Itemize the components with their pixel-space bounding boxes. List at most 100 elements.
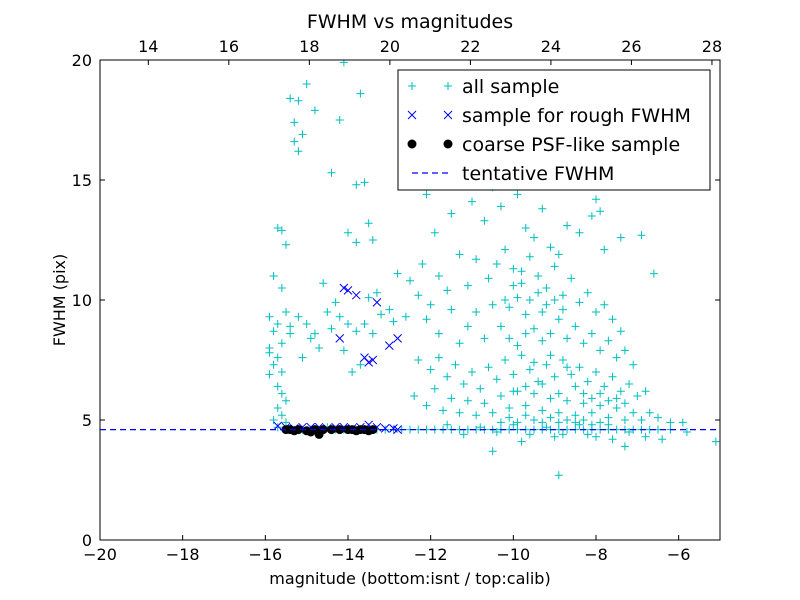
data-point bbox=[344, 228, 352, 237]
data-point bbox=[517, 267, 526, 276]
data-point bbox=[352, 327, 361, 336]
data-point bbox=[443, 420, 452, 429]
data-point bbox=[554, 389, 563, 398]
data-point bbox=[571, 322, 580, 331]
data-point bbox=[343, 286, 353, 295]
top-x-tick-label: 24 bbox=[541, 37, 561, 56]
data-point bbox=[339, 60, 348, 67]
data-point bbox=[554, 418, 563, 427]
legend-label: tentative FWHM bbox=[462, 163, 614, 185]
top-x-tick-label: 18 bbox=[299, 37, 319, 56]
data-point bbox=[538, 418, 547, 427]
data-point bbox=[546, 243, 555, 252]
data-point bbox=[286, 322, 295, 331]
x-tick-label: −12 bbox=[414, 545, 448, 564]
legend-item-all-sample: all sample bbox=[408, 76, 559, 98]
data-point bbox=[459, 380, 468, 388]
top-x-tick-label: 26 bbox=[621, 37, 641, 56]
data-point bbox=[620, 399, 629, 408]
data-point bbox=[265, 370, 274, 379]
data-point bbox=[625, 428, 634, 436]
data-point bbox=[592, 432, 600, 441]
data-point bbox=[579, 399, 588, 408]
data-point bbox=[335, 312, 344, 321]
data-point bbox=[629, 408, 638, 417]
x-tick-label: −18 bbox=[166, 545, 200, 564]
data-point bbox=[567, 370, 576, 379]
data-point bbox=[563, 396, 572, 405]
data-point bbox=[476, 384, 485, 393]
data-point bbox=[273, 423, 282, 432]
data-point bbox=[517, 437, 526, 446]
data-point bbox=[571, 418, 580, 427]
data-point bbox=[513, 293, 522, 302]
data-point bbox=[509, 370, 518, 379]
data-point bbox=[443, 286, 452, 295]
data-point bbox=[364, 358, 374, 367]
data-point bbox=[596, 389, 605, 398]
data-point bbox=[323, 308, 332, 316]
data-point bbox=[604, 336, 613, 345]
data-point bbox=[509, 281, 518, 290]
data-point bbox=[530, 233, 538, 242]
data-point bbox=[426, 300, 435, 309]
data-point bbox=[592, 195, 600, 204]
data-point bbox=[604, 396, 613, 405]
data-point bbox=[277, 226, 286, 235]
data-point bbox=[488, 447, 497, 456]
data-point bbox=[290, 118, 299, 127]
data-point bbox=[273, 421, 283, 431]
data-point bbox=[620, 416, 629, 424]
data-point bbox=[525, 430, 534, 439]
x-tick-label: −14 bbox=[331, 545, 365, 564]
data-point bbox=[620, 346, 629, 355]
data-point bbox=[633, 392, 642, 400]
data-point bbox=[282, 418, 290, 427]
data-point bbox=[418, 260, 427, 268]
data-point bbox=[492, 375, 501, 384]
data-point bbox=[443, 372, 452, 381]
data-point bbox=[430, 384, 439, 393]
data-point bbox=[484, 363, 493, 372]
data-point bbox=[414, 291, 423, 300]
y-tick-label: 15 bbox=[72, 171, 92, 190]
data-point bbox=[579, 389, 588, 398]
data-point bbox=[567, 274, 576, 283]
legend: all sample sample for rough FWHM coarse PS… bbox=[397, 69, 711, 191]
data-point bbox=[331, 298, 340, 307]
data-point bbox=[282, 396, 290, 405]
chart-title: FWHM vs magnitudes bbox=[307, 11, 513, 33]
data-point bbox=[530, 389, 538, 398]
data-point bbox=[364, 219, 373, 228]
data-point bbox=[393, 269, 402, 278]
data-point bbox=[294, 96, 303, 105]
data-point bbox=[348, 368, 357, 376]
data-point bbox=[360, 178, 369, 187]
data-point bbox=[269, 327, 278, 336]
data-point bbox=[472, 411, 481, 420]
data-point bbox=[575, 420, 584, 429]
top-x-tick-label: 22 bbox=[460, 37, 480, 56]
data-point bbox=[265, 348, 274, 357]
data-point bbox=[310, 329, 319, 338]
data-point bbox=[430, 228, 439, 237]
data-point bbox=[434, 272, 443, 280]
data-point bbox=[339, 283, 349, 293]
data-point bbox=[521, 329, 530, 338]
data-point bbox=[612, 404, 621, 412]
data-point bbox=[575, 363, 584, 372]
data-point bbox=[558, 305, 567, 314]
data-point bbox=[468, 197, 476, 206]
data-point bbox=[505, 303, 514, 312]
data-point bbox=[525, 365, 534, 374]
legend-swatch bbox=[408, 82, 416, 90]
top-x-tick-label: 28 bbox=[702, 37, 722, 56]
data-point bbox=[463, 281, 472, 290]
data-point bbox=[530, 416, 538, 424]
data-point bbox=[530, 324, 538, 333]
data-point bbox=[273, 353, 282, 362]
legend-item-psf-like-sample: coarse PSF-like sample bbox=[407, 134, 680, 156]
data-point bbox=[534, 377, 543, 386]
data-point bbox=[463, 396, 472, 405]
data-point bbox=[463, 322, 472, 331]
